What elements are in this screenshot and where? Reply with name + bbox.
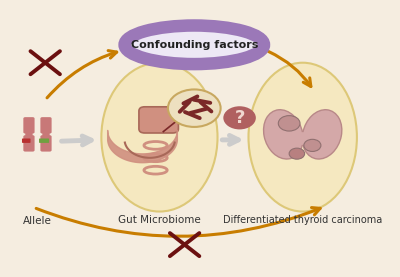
- FancyBboxPatch shape: [40, 135, 52, 152]
- FancyBboxPatch shape: [22, 138, 30, 143]
- Text: ?: ?: [234, 109, 245, 127]
- Ellipse shape: [101, 63, 218, 212]
- Text: Gut Microbiome: Gut Microbiome: [118, 215, 201, 225]
- FancyBboxPatch shape: [42, 132, 50, 137]
- FancyBboxPatch shape: [40, 117, 52, 134]
- Circle shape: [289, 148, 305, 159]
- FancyBboxPatch shape: [25, 132, 33, 137]
- Circle shape: [304, 139, 321, 152]
- FancyBboxPatch shape: [39, 138, 49, 143]
- Circle shape: [168, 89, 221, 127]
- Circle shape: [278, 116, 300, 131]
- FancyBboxPatch shape: [291, 132, 314, 145]
- Circle shape: [223, 106, 256, 129]
- Text: Allele: Allele: [23, 216, 52, 226]
- Text: Confounding factors: Confounding factors: [130, 40, 258, 50]
- FancyBboxPatch shape: [139, 107, 178, 133]
- FancyBboxPatch shape: [23, 117, 34, 134]
- Ellipse shape: [124, 25, 264, 64]
- Ellipse shape: [302, 110, 342, 159]
- Ellipse shape: [264, 110, 303, 159]
- Ellipse shape: [248, 63, 357, 212]
- FancyBboxPatch shape: [23, 135, 34, 152]
- Text: Differentiated thyroid carcinoma: Differentiated thyroid carcinoma: [223, 215, 382, 225]
